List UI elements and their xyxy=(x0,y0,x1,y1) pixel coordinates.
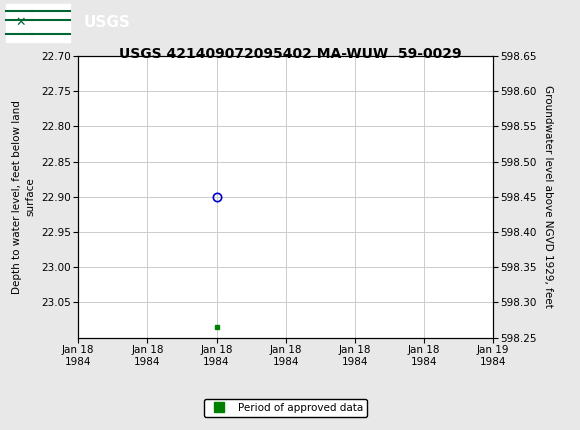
Y-axis label: Depth to water level, feet below land
surface: Depth to water level, feet below land su… xyxy=(12,100,35,294)
Legend: Period of approved data: Period of approved data xyxy=(204,399,367,418)
Text: USGS: USGS xyxy=(84,15,131,30)
Bar xyxy=(6,3,70,42)
Text: ✕: ✕ xyxy=(15,16,26,29)
Text: USGS 421409072095402 MA-WUW  59-0029: USGS 421409072095402 MA-WUW 59-0029 xyxy=(119,47,461,61)
Y-axis label: Groundwater level above NGVD 1929, feet: Groundwater level above NGVD 1929, feet xyxy=(543,85,553,308)
